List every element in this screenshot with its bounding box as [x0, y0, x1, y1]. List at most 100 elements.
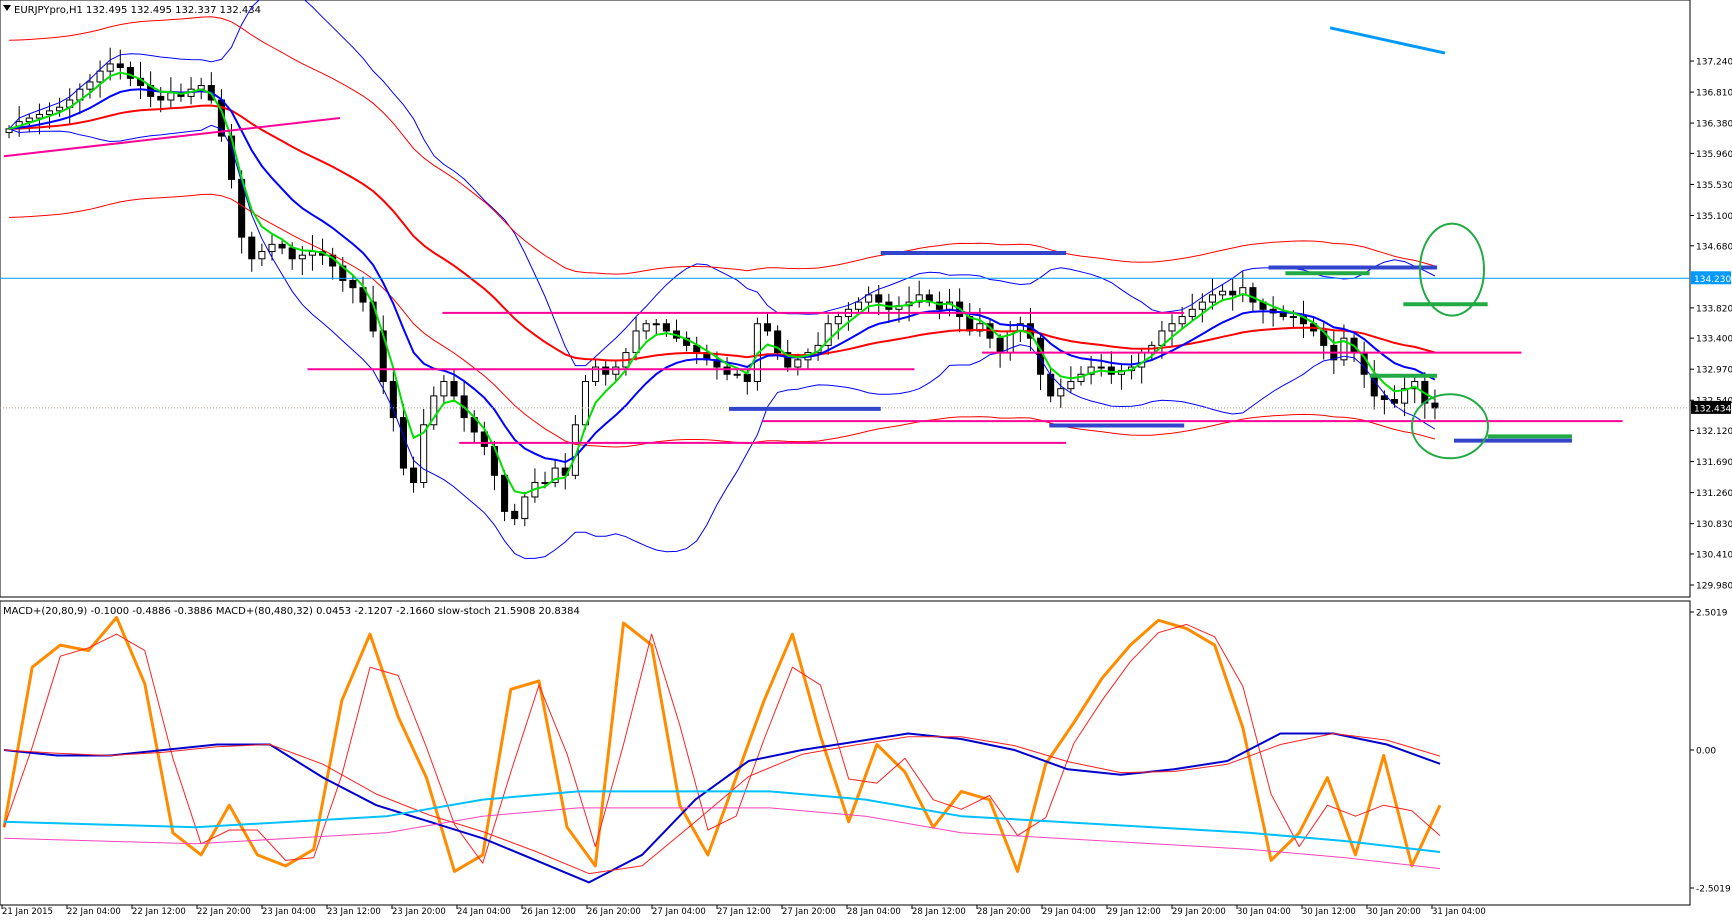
candle-body: [56, 106, 64, 112]
candle-body: [45, 110, 54, 115]
y-tick-label: 135.530: [1696, 181, 1732, 191]
candle-body: [25, 117, 33, 123]
x-tick-label: 26 Jan 20:00: [587, 907, 641, 917]
x-tick-label: 23 Jan 04:00: [262, 907, 316, 917]
candle-body: [1411, 380, 1419, 390]
x-tick-label: 26 Jan 12:00: [522, 907, 576, 917]
price-pane: [0, 0, 1690, 559]
candle-body: [96, 70, 104, 83]
candle-body: [1249, 287, 1257, 303]
candle-body: [450, 380, 458, 397]
candle-body: [1229, 290, 1237, 296]
y-tick-label: 137.240: [1696, 58, 1732, 68]
highlight-ellipse: [1419, 222, 1485, 317]
x-tick-label: 28 Jan 20:00: [977, 907, 1031, 917]
x-tick-label: 27 Jan 04:00: [652, 907, 706, 917]
y-tick-label: 136.810: [1696, 89, 1732, 99]
x-tick-label: 24 Jan 04:00: [457, 907, 511, 917]
y-tick-label: 2.5019: [1696, 609, 1728, 619]
candle-body: [420, 424, 428, 484]
candle-body: [996, 337, 1004, 354]
main-pane-header: EURJPYpro,H1 132.495 132.495 132.337 132…: [14, 5, 261, 16]
candle-body: [592, 366, 600, 382]
candle-body: [632, 330, 640, 354]
candle-body: [642, 323, 650, 332]
candle-body: [5, 128, 13, 133]
y-tick-label: 135.960: [1696, 150, 1732, 160]
y-tick-label: 130.410: [1696, 550, 1732, 560]
last-price-tag: [1691, 400, 1731, 414]
triangle-down-icon[interactable]: [3, 5, 11, 11]
x-tick-label: 29 Jan 04:00: [1042, 907, 1096, 917]
ema-fast-line: [8, 71, 1436, 495]
y-tick-label: 129.980: [1696, 582, 1732, 592]
x-tick-label: 29 Jan 12:00: [1107, 907, 1161, 917]
x-tick-label: 22 Jan 20:00: [197, 907, 251, 917]
candle-body: [935, 301, 943, 310]
candle-body: [1067, 380, 1075, 390]
candle-body: [278, 243, 286, 249]
macd-slow-signal-line: [3, 807, 1441, 870]
candle-body: [824, 323, 832, 346]
candle-body: [763, 323, 772, 332]
axes: 137.240 136.810 136.380 135.960 135.530 135.1…: [1, 58, 1732, 917]
candle-body: [157, 95, 165, 101]
x-tick-label: 27 Jan 12:00: [717, 907, 771, 917]
candle-body: [410, 467, 418, 484]
last-price-label: 132.434: [1694, 404, 1731, 414]
candle-body: [521, 496, 529, 520]
candle-body: [248, 236, 256, 260]
ema-slow-line: [9, 104, 1436, 362]
candle-body: [1401, 388, 1409, 404]
candle-body: [1087, 366, 1095, 375]
candle-body: [1431, 402, 1439, 409]
candle-body: [733, 373, 741, 376]
x-tick-label: 22 Jan 12:00: [132, 907, 186, 917]
indicator-pane-header: MACD+(20,80,9) -0.1000 -0.4886 -0.3886 M…: [3, 606, 580, 617]
indicator-pane: [2, 616, 1442, 884]
candle-body: [774, 330, 782, 354]
y-tick-label: 133.400: [1696, 335, 1732, 345]
candle-body: [116, 63, 124, 69]
candle-body: [875, 294, 883, 303]
macd-fast-line: [3, 732, 1441, 884]
bollinger-lower-line: [8, 124, 1436, 559]
candle-body: [1168, 323, 1176, 332]
candle-body: [288, 247, 296, 260]
candle-body: [743, 373, 751, 382]
candle-body: [794, 359, 802, 368]
candle-body: [440, 380, 448, 397]
trendline: [3, 117, 341, 158]
x-tick-label: 28 Jan 12:00: [912, 907, 966, 917]
x-tick-label: 23 Jan 20:00: [392, 907, 446, 917]
candle-body: [652, 323, 660, 326]
x-tick-label: 23 Jan 12:00: [327, 907, 381, 917]
candle-body: [167, 92, 175, 101]
x-tick-label: 30 Jan 04:00: [1237, 907, 1291, 917]
candle-body: [379, 330, 387, 382]
x-tick-label: 22 Jan 04:00: [67, 907, 121, 917]
y-tick-label: 135.100: [1696, 212, 1732, 222]
candle-body: [551, 467, 559, 484]
indicator-pane-frame: [0, 600, 1691, 906]
candle-body: [501, 474, 509, 512]
candle-body: [86, 81, 94, 90]
x-tick-label: 30 Jan 20:00: [1367, 907, 1421, 917]
candle-body: [541, 482, 549, 485]
candle-body: [1198, 301, 1206, 310]
candle-body: [480, 431, 488, 447]
slow-stoch-signal-line: [3, 623, 1441, 864]
candle-body: [511, 510, 519, 520]
y-tick-label: 136.380: [1696, 120, 1732, 130]
candle-body: [430, 395, 438, 426]
envelope-lower-line: [9, 193, 1436, 448]
x-tick-label: 27 Jan 20:00: [782, 907, 836, 917]
candle-body: [126, 67, 134, 79]
x-tick-label: 21 Jan 2015: [2, 907, 53, 917]
x-tick-label: 28 Jan 04:00: [847, 907, 901, 917]
candle-body: [662, 323, 670, 332]
x-tick-label: 31 Jan 04:00: [1432, 907, 1486, 917]
candle-body: [349, 279, 357, 289]
